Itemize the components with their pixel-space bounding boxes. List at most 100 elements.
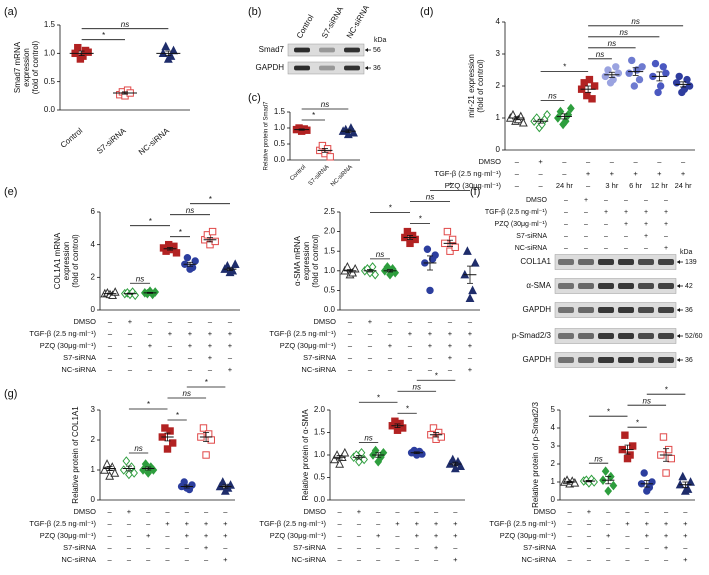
condition-mark: + <box>185 531 190 540</box>
y-axis-label: (fold of control) <box>31 40 40 94</box>
blot-strip <box>287 61 365 75</box>
condition-mark: + <box>604 209 608 216</box>
condition-mark: – <box>645 543 650 552</box>
panel-label: (d) <box>420 6 433 18</box>
condition-mark: + <box>645 531 650 540</box>
condition-mark: – <box>587 519 592 528</box>
condition-mark: – <box>564 233 568 240</box>
condition-mark: + <box>664 209 668 216</box>
blot-strip <box>554 328 677 344</box>
band-arrow-head <box>677 308 680 312</box>
band-arrow-head <box>365 66 368 70</box>
condition-mark: – <box>165 507 170 516</box>
dot <box>662 69 670 77</box>
condition-mark: – <box>208 365 213 374</box>
dot <box>84 48 92 56</box>
condition-mark: – <box>625 555 630 564</box>
dot <box>191 257 199 265</box>
dot <box>672 79 681 87</box>
band-arrow-head <box>677 358 680 362</box>
blot-band <box>658 307 674 313</box>
y-axis-label: (fold of control) <box>311 234 320 288</box>
condition-mark: + <box>453 555 458 564</box>
condition-mark: + <box>204 543 209 552</box>
dot <box>349 127 358 137</box>
condition-mark: + <box>624 209 628 216</box>
condition-mark: + <box>468 329 473 338</box>
dot <box>604 66 612 74</box>
lane-label: NC-siRNA <box>345 3 372 40</box>
dot <box>465 293 475 302</box>
blot-band <box>598 357 614 363</box>
band-size: 42 <box>685 283 693 290</box>
blot-strip <box>554 254 677 270</box>
condition-mark: – <box>128 341 133 350</box>
dot <box>678 471 688 481</box>
significance-label: * <box>636 418 640 427</box>
condition-mark: – <box>228 353 233 362</box>
condition-label: NC-siRNA <box>521 555 556 564</box>
y-tick-label: 0.5 <box>314 473 326 482</box>
condition-label: TGF-β (2.5 ng·ml⁻¹) <box>29 329 96 338</box>
blot-band <box>638 307 654 313</box>
x-tick-label: Control <box>289 164 307 182</box>
blot-band <box>658 333 674 339</box>
condition-mark: – <box>434 555 439 564</box>
significance-label: ns <box>631 17 639 26</box>
condition-mark: – <box>625 543 630 552</box>
condition-mark: – <box>348 317 353 326</box>
condition-mark: – <box>428 353 433 362</box>
condition-mark: – <box>165 555 170 564</box>
lane-label: S7-siRNA <box>320 5 346 40</box>
blot-band <box>578 283 594 289</box>
condition-mark: + <box>624 221 628 228</box>
condition-mark: – <box>395 531 400 540</box>
dot <box>330 454 339 464</box>
y-axis-label: expression <box>62 242 71 281</box>
panel-label: (c) <box>248 92 261 104</box>
condition-mark: – <box>564 209 568 216</box>
condition-mark: – <box>564 197 568 204</box>
y-tick-label: 0.0 <box>314 495 326 504</box>
condition-mark: – <box>587 555 592 564</box>
condition-mark: – <box>681 157 686 166</box>
unit-label: kDa <box>680 249 693 256</box>
condition-mark: – <box>168 365 173 374</box>
condition-mark: – <box>168 353 173 362</box>
dot <box>667 454 675 463</box>
condition-mark: – <box>604 197 608 204</box>
blot-band <box>294 65 310 71</box>
condition-mark: – <box>348 365 353 374</box>
condition-mark: – <box>148 365 153 374</box>
y-tick-label: 1.0 <box>274 123 286 132</box>
significance-label: * <box>377 393 381 402</box>
condition-mark: – <box>606 543 611 552</box>
dot <box>630 82 639 90</box>
blot-strip <box>554 278 677 294</box>
blot-band <box>558 283 574 289</box>
condition-mark: – <box>664 233 668 240</box>
condition-mark: – <box>127 543 132 552</box>
y-tick-label: 2 <box>91 435 96 444</box>
condition-mark: + <box>586 169 591 178</box>
condition-mark: + <box>228 329 233 338</box>
condition-label: DMSO <box>526 197 548 204</box>
x-tick-label: NC-siRNA <box>137 126 172 157</box>
dot <box>125 469 133 480</box>
blot-band <box>294 47 310 53</box>
condition-label: NC-siRNA <box>515 245 548 252</box>
condition-mark: + <box>223 555 228 564</box>
condition-mark: – <box>624 233 628 240</box>
condition-mark: + <box>208 341 213 350</box>
condition-mark: + <box>408 329 413 338</box>
condition-mark: 6 hr <box>629 181 642 190</box>
condition-mark: – <box>428 365 433 374</box>
condition-mark: – <box>223 507 228 516</box>
x-tick-label: S7-siRNA <box>308 164 331 187</box>
dot <box>451 243 459 251</box>
condition-mark: – <box>376 507 381 516</box>
condition-mark: – <box>348 329 353 338</box>
condition-mark: + <box>368 317 373 326</box>
condition-mark: + <box>453 531 458 540</box>
condition-mark: – <box>368 353 373 362</box>
